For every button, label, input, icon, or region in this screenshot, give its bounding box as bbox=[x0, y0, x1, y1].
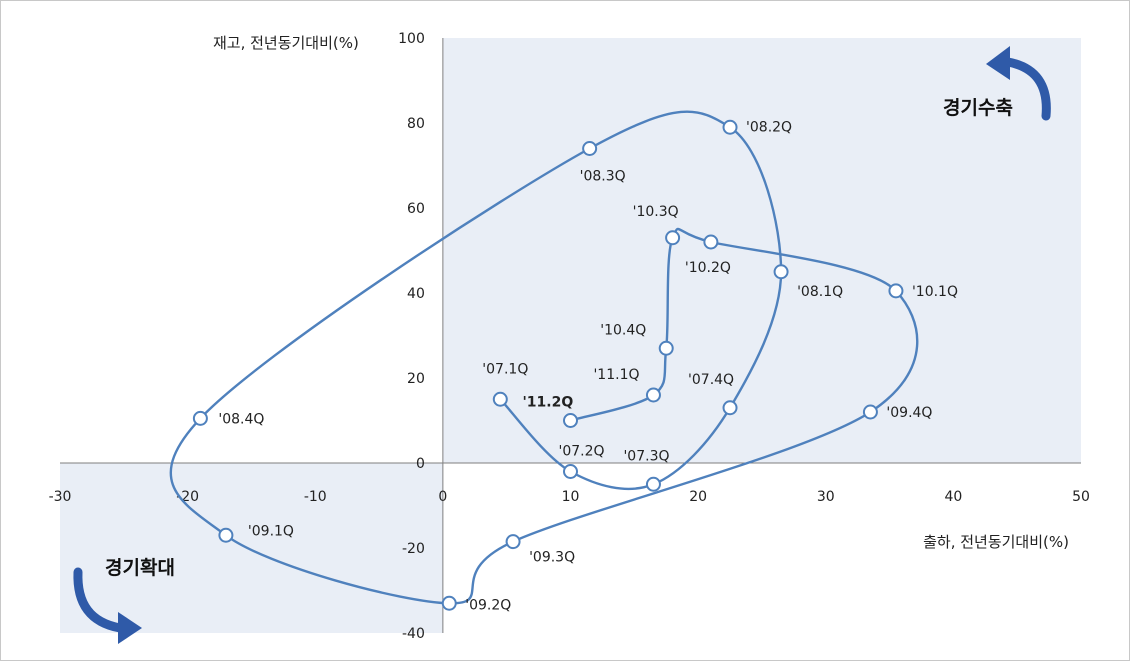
y-tick-label: 20 bbox=[407, 371, 425, 387]
data-point-label: '09.4Q bbox=[886, 405, 932, 421]
data-point-marker bbox=[722, 119, 738, 135]
x-tick-label: -30 bbox=[49, 489, 72, 505]
x-tick-label: 50 bbox=[1072, 489, 1090, 505]
data-point-marker bbox=[645, 387, 661, 403]
data-point-marker bbox=[888, 283, 904, 299]
y-tick-label: 80 bbox=[407, 116, 425, 132]
y-tick-label: 40 bbox=[407, 286, 425, 302]
data-point-marker bbox=[441, 595, 457, 611]
data-point-label: '10.3Q bbox=[633, 204, 679, 220]
curved-arrow-head bbox=[118, 612, 142, 644]
data-point-marker bbox=[703, 234, 719, 250]
data-point-label: '09.3Q bbox=[529, 550, 575, 566]
data-point-marker bbox=[563, 464, 578, 479]
expansion-curved-arrow-icon bbox=[73, 567, 142, 644]
y-axis-title: 재고, 전년동기대비(%) bbox=[213, 34, 359, 52]
curved-arrow-shaft bbox=[73, 567, 125, 633]
data-point-marker bbox=[192, 410, 208, 426]
data-point-label: '10.2Q bbox=[685, 260, 731, 276]
x-tick-label: 0 bbox=[438, 489, 447, 505]
data-point-marker bbox=[773, 264, 789, 280]
x-tick-label: 10 bbox=[562, 489, 580, 505]
data-point-label: '11.2Q bbox=[523, 395, 574, 411]
data-point-label: '08.1Q bbox=[797, 284, 843, 300]
data-point-marker bbox=[505, 534, 521, 550]
data-point-label: '09.1Q bbox=[248, 523, 294, 539]
x-tick-label: 40 bbox=[944, 489, 962, 505]
data-point-label: '08.2Q bbox=[746, 119, 792, 135]
data-point-marker bbox=[862, 404, 878, 420]
data-point-label: '07.3Q bbox=[623, 448, 669, 464]
data-point-label: '11.1Q bbox=[593, 367, 639, 383]
y-tick-label: -20 bbox=[402, 541, 425, 557]
cycle-path-line bbox=[169, 110, 919, 605]
y-tick-label: 0 bbox=[416, 456, 425, 472]
data-point-marker bbox=[645, 476, 661, 492]
contraction-curved-arrow-icon bbox=[986, 46, 1051, 121]
data-point-marker bbox=[582, 141, 598, 156]
data-point-label: '07.2Q bbox=[559, 444, 605, 460]
expansion-quadrant-label: 경기확대 bbox=[105, 556, 175, 579]
data-point-label: '07.4Q bbox=[688, 372, 734, 388]
data-point-label: '08.3Q bbox=[580, 169, 626, 185]
data-point-label: '07.1Q bbox=[482, 361, 528, 377]
data-point-label: '10.4Q bbox=[600, 322, 646, 338]
expansion-quadrant-shade bbox=[60, 463, 443, 633]
curved-arrow-shaft bbox=[1003, 57, 1051, 121]
x-tick-label: 30 bbox=[817, 489, 835, 505]
x-tick-label: 20 bbox=[689, 489, 707, 505]
data-point-label: '09.2Q bbox=[465, 597, 511, 613]
data-point-marker bbox=[665, 230, 681, 246]
data-point-label: '08.4Q bbox=[218, 411, 264, 427]
contraction-quadrant-label: 경기수축 bbox=[943, 97, 1013, 119]
y-tick-label: 60 bbox=[407, 201, 425, 217]
x-tick-label: -10 bbox=[304, 489, 327, 505]
data-point-label: '10.1Q bbox=[912, 284, 958, 300]
data-point-marker bbox=[563, 413, 578, 428]
data-point-marker bbox=[658, 340, 674, 356]
data-point-marker bbox=[492, 391, 508, 407]
data-point-marker bbox=[722, 400, 738, 416]
x-axis-title: 출하, 전년동기대비(%) bbox=[923, 533, 1069, 551]
y-tick-label: -40 bbox=[402, 626, 425, 642]
y-tick-label: 100 bbox=[398, 31, 425, 47]
data-point-marker bbox=[218, 527, 234, 543]
curved-arrow-head bbox=[986, 46, 1010, 80]
